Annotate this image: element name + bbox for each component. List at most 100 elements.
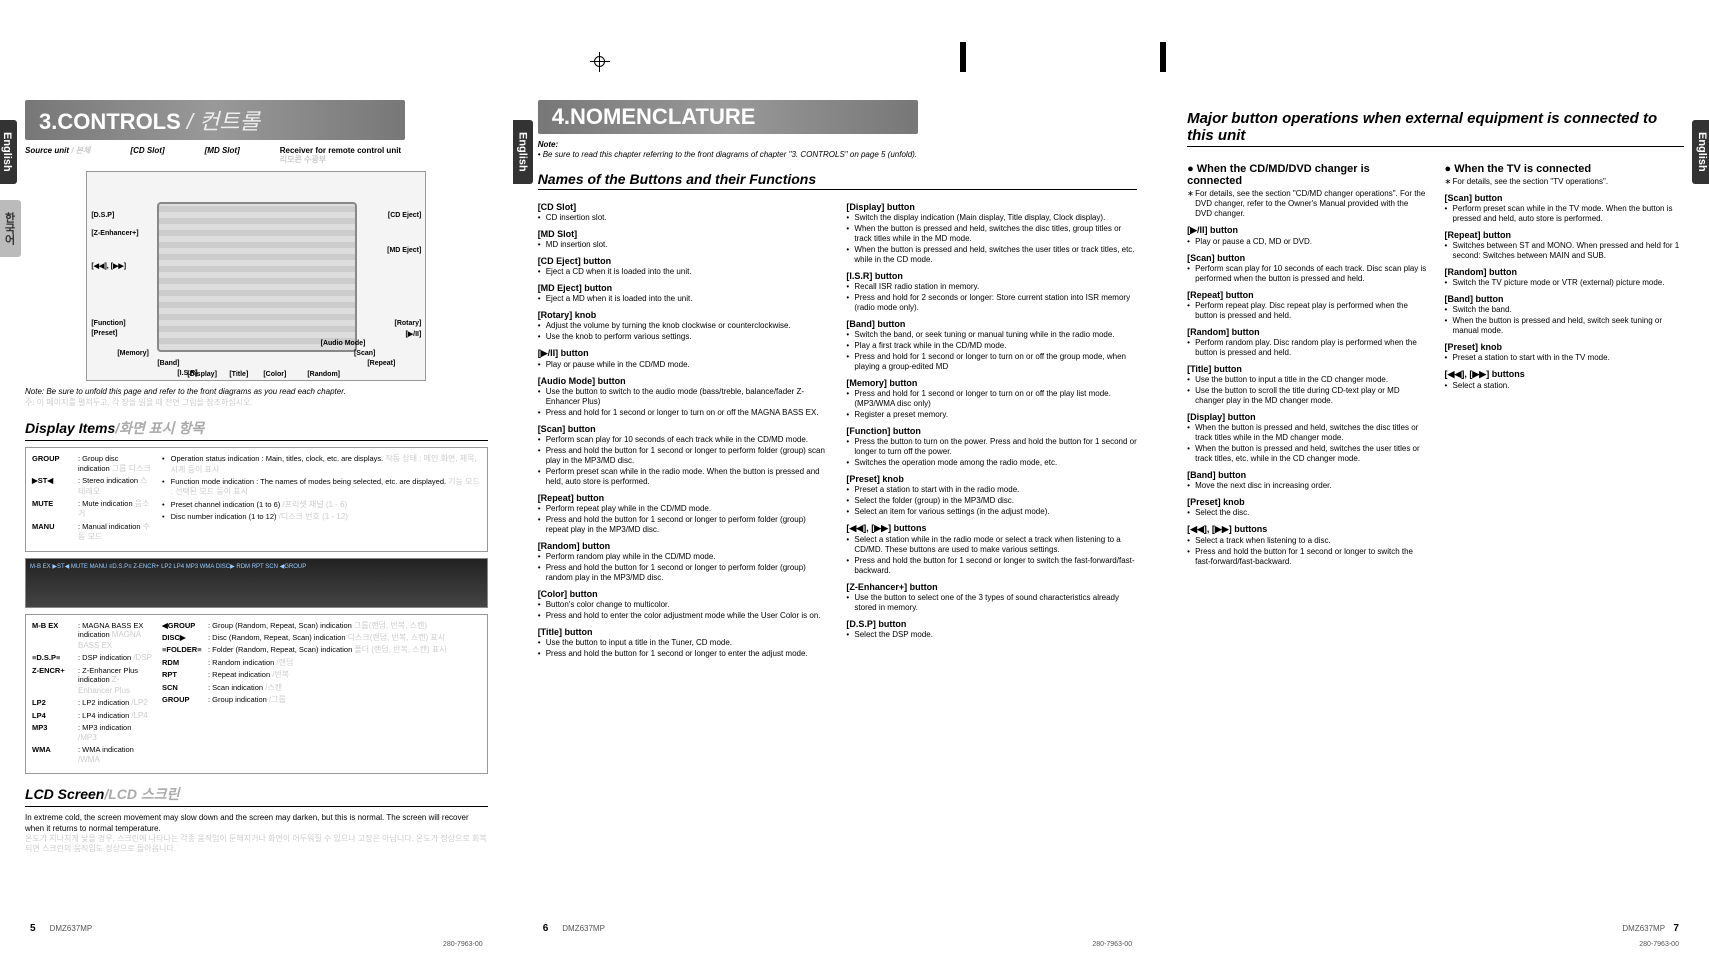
footer-code: 280-7963-00 <box>1092 941 1132 948</box>
button-desc-item: Press and hold the button for 1 second o… <box>546 515 829 535</box>
indicator-key: GROUP <box>32 454 72 474</box>
indicator-desc: : Stereo indication 스테레오 <box>78 476 152 497</box>
tv-col: ● When the TV is connected For details, … <box>1445 153 1684 568</box>
button-heading: [Repeat] button <box>1445 230 1684 240</box>
button-desc-list: Perform scan play for 10 seconds of each… <box>538 435 829 487</box>
button-desc-item: CD insertion slot. <box>546 213 829 223</box>
indicator-desc: : Group (Random, Repeat, Scan) indicatio… <box>208 621 427 631</box>
button-desc-list: Perform random play while in the CD/MD m… <box>538 552 829 583</box>
indicator-desc: : Repeat indication /반복 <box>208 670 289 680</box>
button-heading: [◀◀], [▶▶] buttons <box>1445 369 1684 380</box>
receiver-kor: 리모콘 수광부 <box>280 155 326 164</box>
label-dsp: [D.S.P] <box>91 212 114 219</box>
spread: English 한국어 3.CONTROLS / 컨트롤 Source unit… <box>0 0 1709 954</box>
section-heading-controls: 3.CONTROLS / 컨트롤 <box>25 100 405 140</box>
indicator-desc: : Mute indication 음소거 <box>78 499 152 520</box>
display-legend-bottom: M-B EX: MAGNA BASS EX indication MAGNA B… <box>25 614 488 775</box>
button-desc-item: Press and hold for 1 second or longer to… <box>854 389 1137 409</box>
tv-note: For details, see the section "TV operati… <box>1453 177 1684 187</box>
indicator-row: ≡D.S.P≡: DSP indication /DSP <box>32 653 152 663</box>
display-items-kor: /화면 표시 항목 <box>115 420 204 436</box>
lcd-para: In extreme cold, the screen movement may… <box>25 813 488 834</box>
button-heading: [Random] button <box>538 541 829 551</box>
button-desc-item: Button's color change to multicolor. <box>546 600 829 610</box>
button-desc-item: Press the button to turn on the power. P… <box>854 437 1137 457</box>
label-audio: [Audio Mode] <box>321 340 366 347</box>
button-heading: [Band] button <box>846 319 1137 329</box>
indicator-row: Z-ENCR+: Z-Enhancer Plus indication Z-En… <box>32 666 152 697</box>
button-desc-item: Select a station while in the radio mode… <box>854 535 1137 555</box>
button-desc-item: Switch the band. <box>1453 305 1684 315</box>
unit-diagram: [D.S.P] [Z-Enhancer+] [◀◀], [▶▶] [Functi… <box>86 171 426 381</box>
label-random: [Random] <box>307 371 340 378</box>
display-legend-top: GROUP : Group disc indication 그룹 디스크 ▶ST◀:… <box>25 447 488 551</box>
button-desc-item: Play a first track while in the CD/MD mo… <box>854 341 1137 351</box>
button-desc-list: Select a station. <box>1445 381 1684 391</box>
button-desc-item: When the button is pressed and held, swi… <box>1195 423 1426 443</box>
button-desc-item: Press and hold the button for 1 second o… <box>546 446 829 466</box>
button-desc-list: Perform repeat play. Disc repeat play is… <box>1187 301 1426 321</box>
button-desc-list: Use the button to switch to the audio mo… <box>538 387 829 418</box>
button-heading: [Random] button <box>1187 327 1426 337</box>
indicator-key: M-B EX <box>32 621 72 652</box>
button-heading: [Preset] knob <box>846 474 1137 484</box>
button-desc-list: Select a track when listening to a disc.… <box>1187 536 1426 567</box>
button-desc-list: Use the button to select one of the 3 ty… <box>846 593 1137 613</box>
label-preset: [Preset] <box>91 330 117 337</box>
heading-num: 4. <box>552 104 570 129</box>
button-heading: [Band] button <box>1187 470 1426 480</box>
button-desc-list: Button's color change to multicolor.Pres… <box>538 600 829 621</box>
label-func: [Function] <box>91 320 125 327</box>
button-heading: [Title] button <box>1187 364 1426 374</box>
button-desc-item: Eject a CD when it is loaded into the un… <box>546 267 829 277</box>
indicator-row: • Preset channel indication (1 to 6) /프리… <box>162 500 481 510</box>
button-desc-item: Switches between ST and MONO. When press… <box>1453 241 1684 261</box>
indicator-key: DISC▶ <box>162 633 202 643</box>
button-desc-item: Select a station. <box>1453 381 1684 391</box>
major-ops-title: Major button operations when external eq… <box>1187 110 1684 147</box>
button-desc-list: Switch the band, or seek tuning or manua… <box>846 330 1137 372</box>
changer-col: ● When the CD/MD/DVD changer is connecte… <box>1187 153 1426 568</box>
page-number: 6DMZ637MP <box>543 923 605 934</box>
button-desc-list: Switches between ST and MONO. When press… <box>1445 241 1684 261</box>
indicator-key: RDM <box>162 658 202 668</box>
buttons-col-left: [CD Slot]CD insertion slot.[MD Slot]MD i… <box>538 196 829 660</box>
button-desc-item: Perform scan play for 10 seconds of each… <box>1195 264 1426 284</box>
button-desc-item: Switch the display indication (Main disp… <box>854 213 1137 223</box>
lcd-mock: M-B EX ▶ST◀ MUTE MANU ≡D.S.P≡ Z-ENCR+ LP… <box>25 558 488 608</box>
label-band: [Band] <box>157 360 179 367</box>
button-desc-item: Select the disc. <box>1195 508 1426 518</box>
indicator-key: ≡FOLDER≡ <box>162 645 202 655</box>
changer-heading: When the CD/MD/DVD changer is connected <box>1187 163 1370 187</box>
indicator-key: ▶ST◀ <box>32 476 72 497</box>
indicator-desc: : MAGNA BASS EX indication MAGNA BASS EX <box>78 621 152 652</box>
button-desc-list: Perform random play. Disc random play is… <box>1187 338 1426 358</box>
indicator-key: MUTE <box>32 499 72 520</box>
indicator-row: • Operation status indication : Main, ti… <box>162 454 481 475</box>
label-seek: [◀◀], [▶▶] <box>91 262 126 270</box>
indicator-desc: : Group indication /그룹 <box>208 695 286 705</box>
note-label: Note: <box>538 140 558 149</box>
indicator-desc: : WMA indication /WMA <box>78 745 152 765</box>
button-desc-item: Perform preset scan while in the radio m… <box>546 467 829 487</box>
button-desc-item: Perform random play. Disc random play is… <box>1195 338 1426 358</box>
button-desc-item: When the button is pressed and held, swi… <box>854 224 1137 244</box>
indicator-row: GROUP: Group indication /그룹 <box>162 695 481 705</box>
indicator-key: MANU <box>32 522 72 543</box>
indicator-desc: : Group disc indication 그룹 디스크 <box>78 454 152 474</box>
indicator-row: DISC▶: Disc (Random, Repeat, Scan) indic… <box>162 633 481 643</box>
button-desc-list: Preset a station to start with in the TV… <box>1445 353 1684 363</box>
button-desc-list: Use the button to input a title in the T… <box>538 638 829 659</box>
indicator-row: GROUP : Group disc indication 그룹 디스크 <box>32 454 152 474</box>
lcd-para-kor: 온도가 지나치게 낮을 경우, 스크린에 나타나는 각종 움직임이 둔해지거나 … <box>25 834 488 855</box>
button-desc-item: Select an item for various settings (in … <box>854 507 1137 517</box>
indicator-key: LP2 <box>32 698 72 708</box>
button-heading: [Random] button <box>1445 267 1684 277</box>
button-desc-list: Select the disc. <box>1187 508 1426 518</box>
button-heading: [MD Slot] <box>538 229 829 239</box>
heading-sep: / <box>181 109 199 134</box>
heading-kor: 컨트롤 <box>199 109 260 134</box>
button-desc-item: Use the button to input a title in the C… <box>1195 375 1426 385</box>
button-desc-item: Register a preset memory. <box>854 410 1137 420</box>
button-heading: [D.S.P] button <box>846 619 1137 629</box>
